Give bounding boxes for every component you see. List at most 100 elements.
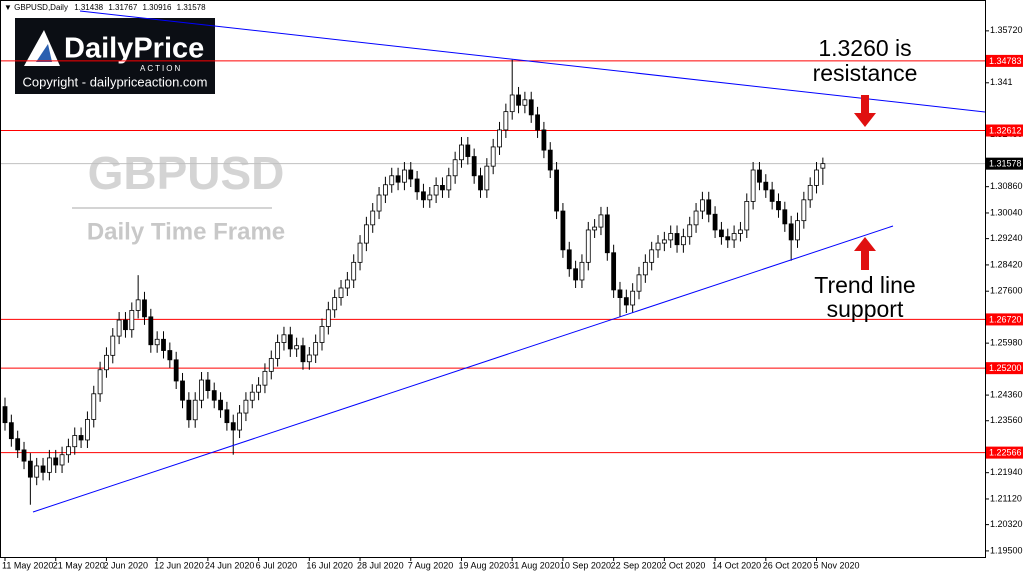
candle-body <box>528 99 534 116</box>
candle-body <box>617 289 623 299</box>
arrow-down <box>854 95 876 127</box>
candle-body <box>440 184 445 191</box>
y-tick-label: 1.28420 <box>990 259 1023 269</box>
chart-title: ▼ GBPUSD,Daily 1.31438 1.31767 1.30916 1… <box>4 3 206 12</box>
candle-body <box>97 369 103 395</box>
candle-body <box>192 399 198 421</box>
candle-body <box>243 399 249 414</box>
candle-body <box>167 350 173 361</box>
candle-body <box>757 169 762 183</box>
candle-body <box>142 299 147 318</box>
candle-body <box>123 319 128 331</box>
candle-body <box>268 358 274 372</box>
candle-body <box>484 165 490 191</box>
y-tick-label: 1.23560 <box>990 415 1023 425</box>
candle-body <box>661 239 667 244</box>
candle-body <box>642 261 648 276</box>
candle-body <box>490 146 496 167</box>
candle-body <box>275 342 281 359</box>
level-label-box <box>986 313 1023 326</box>
header-close: 1.31578 <box>177 3 206 12</box>
annotation-text: resistance <box>813 60 918 86</box>
last-price-box <box>986 157 1023 170</box>
candle-body <box>78 435 84 441</box>
candle-body <box>199 379 204 401</box>
candle-body <box>53 457 59 466</box>
candle-body <box>110 335 116 356</box>
candle-body <box>579 261 585 281</box>
level-label-box <box>986 124 1023 137</box>
candle-body <box>395 175 401 183</box>
candle-body <box>402 169 407 183</box>
level-label-box <box>986 54 1023 67</box>
candle-body <box>8 422 14 440</box>
candle-body <box>573 268 578 281</box>
candle-body <box>509 94 515 113</box>
y-tick-label: 1.21940 <box>990 467 1023 477</box>
candle-body <box>452 159 458 177</box>
x-tick-label: 14 Oct 2020 <box>712 560 761 570</box>
candle-body <box>554 169 559 212</box>
candle-body <box>154 338 160 346</box>
candle-body <box>116 319 122 337</box>
candle-body <box>465 144 471 157</box>
resistance-trendline <box>79 10 986 113</box>
candle-body <box>541 129 547 151</box>
candle-body <box>547 149 553 171</box>
candle-body <box>769 189 775 202</box>
candle-body <box>224 409 230 424</box>
candle-body <box>173 359 179 382</box>
candle-body <box>427 194 433 201</box>
candle-body <box>376 194 382 212</box>
candle-body <box>294 345 300 350</box>
level-label-box <box>986 446 1023 459</box>
candle-body <box>34 465 40 478</box>
candle-body <box>433 184 439 196</box>
candle-body <box>325 309 331 327</box>
y-tick-label: 1.27600 <box>990 286 1023 296</box>
candle-body <box>700 199 705 212</box>
candle-body <box>85 419 90 441</box>
candle-body <box>338 287 344 299</box>
candle-body <box>319 326 325 343</box>
candle-body <box>205 379 211 391</box>
level-label: 1.22566 <box>989 447 1022 457</box>
y-tick-label: 1.341 <box>990 77 1013 87</box>
candle-body <box>230 422 236 431</box>
y-tick-label: 1.35720 <box>990 25 1023 35</box>
annotation-text: Trend line <box>814 272 915 298</box>
logo-icon <box>24 30 60 66</box>
candle-body <box>237 412 242 431</box>
candle-body <box>611 252 617 291</box>
annotation-text: 1.3260 is <box>818 35 911 61</box>
x-tick-label: 11 May 2020 <box>2 560 53 570</box>
candle-body <box>471 156 477 177</box>
candle-body <box>731 233 737 241</box>
candle-body <box>776 201 781 211</box>
candle-body <box>680 236 686 246</box>
y-tick-label: 1.20320 <box>990 519 1023 529</box>
candle-body <box>249 391 255 401</box>
x-tick-label: 2 Oct 2020 <box>661 560 705 570</box>
candle-body <box>161 338 166 351</box>
x-tick-label: 16 Jul 2020 <box>306 560 353 570</box>
candle-body <box>351 261 357 281</box>
y-tick-label: 1.29240 <box>990 233 1023 243</box>
candle-body <box>382 184 388 196</box>
candle-body <box>497 129 502 148</box>
x-tick-label: 26 Oct 2020 <box>763 560 812 570</box>
level-label: 1.25200 <box>989 363 1022 373</box>
candle-body <box>2 406 8 424</box>
level-label: 1.34783 <box>989 56 1022 66</box>
candle-body <box>795 220 800 241</box>
candle-body <box>180 380 185 401</box>
candle-body <box>801 199 807 222</box>
logo-tag: ACTION <box>140 64 182 73</box>
candle-body <box>668 233 674 241</box>
candle-body <box>414 178 420 193</box>
candle-body <box>807 184 813 201</box>
x-tick-label: 24 Jun 2020 <box>205 560 255 570</box>
candle-body <box>459 144 464 161</box>
candle-body <box>27 460 33 478</box>
candle-body <box>649 249 655 263</box>
